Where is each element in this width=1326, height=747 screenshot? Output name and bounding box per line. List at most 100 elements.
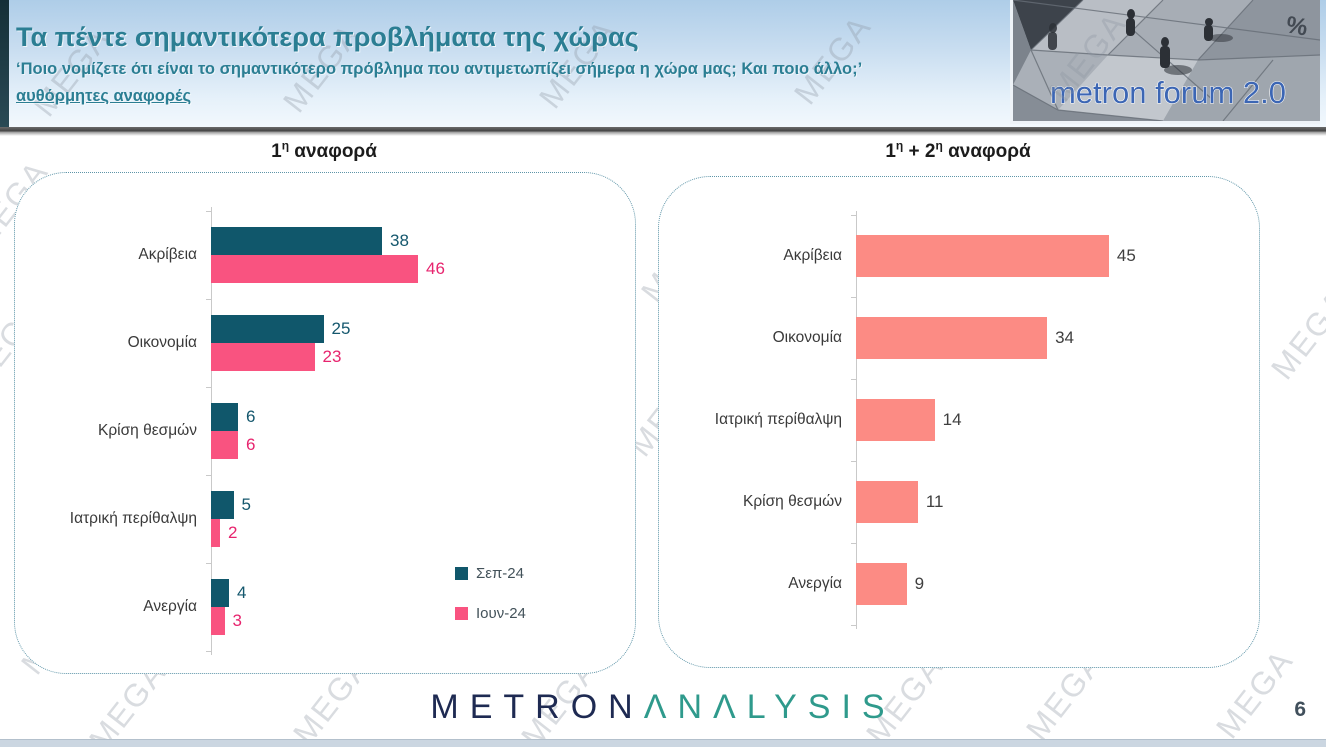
bar-line: 14 bbox=[856, 399, 1245, 441]
chart-row: Ακρίβεια 45 bbox=[659, 215, 1245, 297]
bar-group: 14 bbox=[856, 399, 1245, 441]
category-label: Οικονομία bbox=[772, 329, 842, 346]
axis-tick bbox=[851, 543, 856, 544]
chart-title-first-plus-second-mention: 1η + 2η αναφορά bbox=[658, 138, 1258, 163]
category-label: Ανεργία bbox=[143, 598, 197, 615]
bar bbox=[856, 235, 1109, 277]
chart-title-text: 1 bbox=[271, 141, 282, 162]
axis-tick bbox=[851, 461, 856, 462]
value-label: 14 bbox=[942, 410, 962, 429]
chart-title-text: η bbox=[935, 138, 943, 153]
chart-legend: Σεπ-24 Ιουν-24 bbox=[455, 565, 526, 645]
bar bbox=[211, 343, 315, 371]
bottom-edge-strip bbox=[0, 739, 1326, 747]
chart-title-text: αναφορά bbox=[289, 141, 377, 162]
value-label: 6 bbox=[246, 407, 256, 426]
category-label: Ιατρική περίθαλψη bbox=[69, 510, 197, 527]
page-number: 6 bbox=[1294, 698, 1306, 721]
legend-swatch-icon bbox=[455, 567, 468, 580]
bar bbox=[211, 431, 238, 459]
bar-line: 46 bbox=[211, 255, 621, 283]
value-label: 34 bbox=[1055, 328, 1074, 347]
bar-line: 6 bbox=[211, 403, 621, 431]
bar bbox=[211, 519, 220, 547]
chart-title-first-mention: 1η αναφορά bbox=[14, 138, 634, 163]
bar-chart-first-plus-second-mention: Ακρίβεια 45 Οικονομία 34 Ιατρική περίθαλψη 14… bbox=[659, 211, 1245, 629]
page-title: Τα πέντε σημαντικότερα προβλήματα της χώ… bbox=[16, 22, 639, 52]
chart-row: Κρίση θεσμών 6 6 bbox=[15, 387, 621, 475]
bar-line: 9 bbox=[856, 563, 1245, 605]
chart-title-text: + 2 bbox=[903, 141, 936, 162]
bar bbox=[856, 481, 918, 523]
category-label: Κρίση θεσμών bbox=[98, 422, 197, 439]
bar bbox=[211, 227, 382, 255]
header-left-accent-strip bbox=[0, 0, 9, 127]
metron-forum-logo-text: metron forum 2.0 bbox=[1050, 75, 1286, 110]
header-divider bbox=[0, 127, 1326, 136]
chart-title-text: 1 bbox=[885, 141, 896, 162]
bar bbox=[856, 317, 1048, 359]
chart-row: Ιατρική περίθαλψη 5 2 bbox=[15, 475, 621, 563]
percent-glyph: % bbox=[1284, 11, 1310, 41]
metron-analysis-logo-metron: METRON bbox=[430, 688, 644, 726]
bar-group: 34 bbox=[856, 317, 1245, 359]
bar bbox=[211, 255, 418, 283]
chart-row: Ανεργία 9 bbox=[659, 543, 1245, 625]
axis-tick bbox=[206, 475, 211, 476]
bar bbox=[856, 399, 935, 441]
chart-row: Κρίση θεσμών 11 bbox=[659, 461, 1245, 543]
bar bbox=[211, 579, 229, 607]
value-label: 2 bbox=[228, 523, 238, 542]
page-subtitle-question: ‘Ποιο νομίζετε ότι είναι το σημαντικότερ… bbox=[16, 60, 863, 78]
bar bbox=[211, 403, 238, 431]
mega-watermark: MEGA bbox=[1263, 283, 1326, 387]
chart-row: Ακρίβεια 38 46 bbox=[15, 211, 621, 299]
bar-line: 25 bbox=[211, 315, 621, 343]
bar-group: 45 bbox=[856, 235, 1245, 277]
axis-tick bbox=[851, 297, 856, 298]
axis-tick bbox=[851, 215, 856, 216]
axis-tick bbox=[206, 387, 211, 388]
axis-tick bbox=[206, 299, 211, 300]
value-label: 38 bbox=[390, 231, 409, 250]
value-label: 9 bbox=[914, 574, 925, 593]
chart-title-text: η bbox=[281, 138, 290, 153]
bar-line: 5 bbox=[211, 491, 621, 519]
chart-row: Οικονομία 25 23 bbox=[15, 299, 621, 387]
bar-group: 25 23 bbox=[211, 315, 621, 371]
metron-forum-logo: % metron forum 2.0 bbox=[1010, 0, 1321, 124]
bar-line: 34 bbox=[856, 317, 1245, 359]
chart-title-text: η bbox=[895, 138, 904, 153]
axis-tick bbox=[206, 211, 211, 212]
axis-tick bbox=[206, 651, 211, 652]
value-label: 23 bbox=[322, 347, 342, 366]
bar-group: 9 bbox=[856, 563, 1245, 605]
bar-chart-first-mention: Ακρίβεια 38 46 Οικονομία 25 23 Κρίση θεσμών 6 6 Ι… bbox=[15, 207, 621, 655]
bar-line: 11 bbox=[856, 481, 1245, 523]
category-label: Ακρίβεια bbox=[138, 246, 197, 263]
metron-analysis-logo-analysis: ΛNΛLYSIS bbox=[643, 688, 896, 726]
bar bbox=[211, 315, 324, 343]
axis-tick bbox=[206, 563, 211, 564]
axis-tick bbox=[851, 379, 856, 380]
metron-analysis-logo: METRONΛNΛLYSIS bbox=[0, 688, 1326, 727]
value-label: 4 bbox=[237, 583, 247, 602]
bar-group: 11 bbox=[856, 481, 1245, 523]
page-subtitle-note: αυθόρμητες αναφορές bbox=[16, 87, 192, 105]
chart-title-text: αναφορά bbox=[942, 141, 1031, 162]
chart-row: Ανεργία 4 3 bbox=[15, 563, 621, 651]
bar-line: 2 bbox=[211, 519, 621, 547]
bar bbox=[211, 607, 225, 635]
category-label: Οικονομία bbox=[127, 334, 197, 351]
chart-panel-first-plus-second-mention: Ακρίβεια 45 Οικονομία 34 Ιατρική περίθαλψη 14… bbox=[658, 176, 1260, 668]
chart-row: Ιατρική περίθαλψη 14 bbox=[659, 379, 1245, 461]
bar-line: 6 bbox=[211, 431, 621, 459]
legend-item: Σεπ-24 bbox=[455, 565, 526, 582]
bar-line: 3 bbox=[211, 607, 621, 635]
bar bbox=[856, 563, 907, 605]
value-label: 6 bbox=[246, 435, 256, 454]
